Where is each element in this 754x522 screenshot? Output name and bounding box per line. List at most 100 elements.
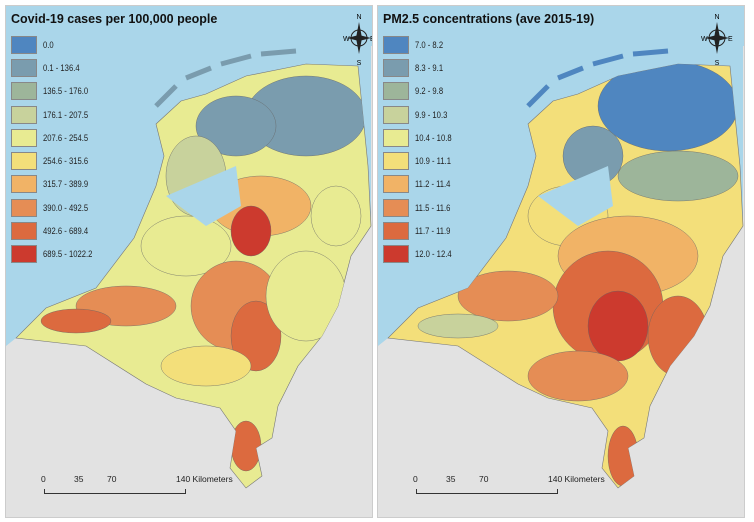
legend: 7.0 - 8.2 8.3 - 9.1 9.2 - 9.8 9.9 - 10.3 10.… [383, 33, 458, 266]
legend-swatch [11, 128, 37, 147]
legend-label: 11.2 - 11.4 [415, 179, 451, 190]
legend-item: 11.7 - 11.9 [383, 219, 458, 242]
legend-swatch [383, 128, 409, 147]
compass-n: N [356, 14, 361, 21]
legend-label: 11.7 - 11.9 [415, 226, 451, 237]
legend-label: 0.1 - 136.4 [43, 62, 80, 73]
compass-n: N [714, 14, 719, 21]
legend-label: 7.0 - 8.2 [415, 39, 444, 50]
legend-swatch [11, 152, 37, 171]
legend-item: 492.6 - 689.4 [11, 219, 101, 242]
scale-label: 35 [74, 474, 84, 484]
scale-bar-line [416, 489, 558, 494]
compass-icon: N S W E [701, 14, 733, 67]
municipality-region [140, 215, 232, 277]
wadden-islands [526, 48, 669, 108]
compass-icon: N S W E [343, 14, 373, 67]
compass-e: E [370, 36, 373, 43]
legend-label: 207.6 - 254.5 [43, 132, 89, 143]
municipality-region [40, 308, 112, 334]
scale-label: 70 [107, 474, 117, 484]
compass-s: S [357, 60, 362, 67]
municipality-region [310, 185, 362, 247]
covid-map-panel: Covid-19 cases per 100,000 people 0.0 0.1 … [5, 5, 373, 518]
legend-item: 11.5 - 11.6 [383, 196, 458, 219]
legend-item: 0.1 - 136.4 [11, 56, 101, 79]
compass-s: S [715, 60, 720, 67]
legend-item: 8.3 - 9.1 [383, 56, 458, 79]
scale-label: 70 [479, 474, 489, 484]
compass-w: W [343, 36, 350, 43]
legend-item: 12.0 - 12.4 [383, 243, 458, 266]
legend: 0.0 0.1 - 136.4 136.5 - 176.0 176.1 - 207.5… [11, 33, 101, 266]
legend-label: 315.7 - 389.9 [43, 179, 89, 190]
legend-item: 9.2 - 9.8 [383, 80, 458, 103]
scale-label: 0 [41, 474, 46, 484]
legend-swatch [383, 152, 409, 171]
compass-e: E [728, 36, 733, 43]
legend-swatch [383, 175, 409, 194]
legend-swatch [383, 245, 409, 264]
scale-label: 0 [413, 474, 418, 484]
legend-label: 176.1 - 207.5 [43, 109, 89, 120]
municipality-region [587, 290, 649, 362]
legend-swatch [383, 198, 409, 217]
legend-swatch [11, 245, 37, 264]
legend-item: 315.7 - 389.9 [11, 173, 101, 196]
legend-item: 9.9 - 10.3 [383, 103, 458, 126]
map [378, 46, 744, 517]
legend-label: 254.6 - 315.6 [43, 156, 89, 167]
wadden-islands [154, 48, 297, 108]
legend-swatch [11, 175, 37, 194]
legend-item: 0.0 [11, 33, 101, 56]
legend-label: 10.4 - 10.8 [415, 132, 452, 143]
ijsselmeer [166, 166, 241, 226]
legend-label: 136.5 - 176.0 [43, 86, 89, 97]
legend-swatch [383, 82, 409, 101]
ijsselmeer [538, 166, 613, 226]
legend-swatch [383, 222, 409, 241]
map-title: PM2.5 concentrations (ave 2015-19) [383, 12, 595, 26]
legend-swatch [11, 222, 37, 241]
municipality-region [230, 205, 272, 257]
municipality-region [617, 150, 739, 202]
legend-swatch [11, 35, 37, 54]
legend-item: 10.4 - 10.8 [383, 126, 458, 149]
map-title: Covid-19 cases per 100,000 people [11, 12, 218, 26]
legend-item: 176.1 - 207.5 [11, 103, 101, 126]
municipality-region [527, 350, 629, 402]
legend-label: 9.2 - 9.8 [415, 86, 444, 97]
municipality-region [230, 420, 262, 472]
legend-label: 689.5 - 1022.2 [43, 249, 93, 260]
legend-item: 10.9 - 11.1 [383, 149, 458, 172]
legend-swatch [383, 58, 409, 77]
scale-bar: 0 35 70 140 Kilometers [413, 474, 605, 504]
legend-label: 9.9 - 10.3 [415, 109, 448, 120]
legend-label: 12.0 - 12.4 [415, 249, 452, 260]
legend-swatch [11, 198, 37, 217]
legend-item: 11.2 - 11.4 [383, 173, 458, 196]
municipality-region [160, 345, 252, 387]
scale-bar-line [44, 489, 186, 494]
municipality-region [230, 300, 282, 372]
municipality-region [457, 270, 559, 322]
legend-swatch [11, 105, 37, 124]
neighbouring-land [378, 46, 744, 517]
legend-label: 8.3 - 9.1 [415, 62, 444, 73]
legend-label: 0.0 [43, 39, 54, 50]
municipality-region [597, 64, 739, 152]
legend-swatch [383, 105, 409, 124]
legend-item: 689.5 - 1022.2 [11, 243, 101, 266]
legend-item: 136.5 - 176.0 [11, 80, 101, 103]
legend-item: 7.0 - 8.2 [383, 33, 458, 56]
scale-label: 140 Kilometers [548, 474, 605, 484]
legend-item: 390.0 - 492.5 [11, 196, 101, 219]
map [6, 46, 372, 517]
legend-swatch [383, 35, 409, 54]
scale-bar: 0 35 70 140 Kilometers [41, 474, 233, 504]
scale-label: 35 [446, 474, 456, 484]
legend-label: 492.6 - 689.4 [43, 226, 89, 237]
municipality-region [195, 95, 277, 157]
legend-label: 11.5 - 11.6 [415, 202, 451, 213]
